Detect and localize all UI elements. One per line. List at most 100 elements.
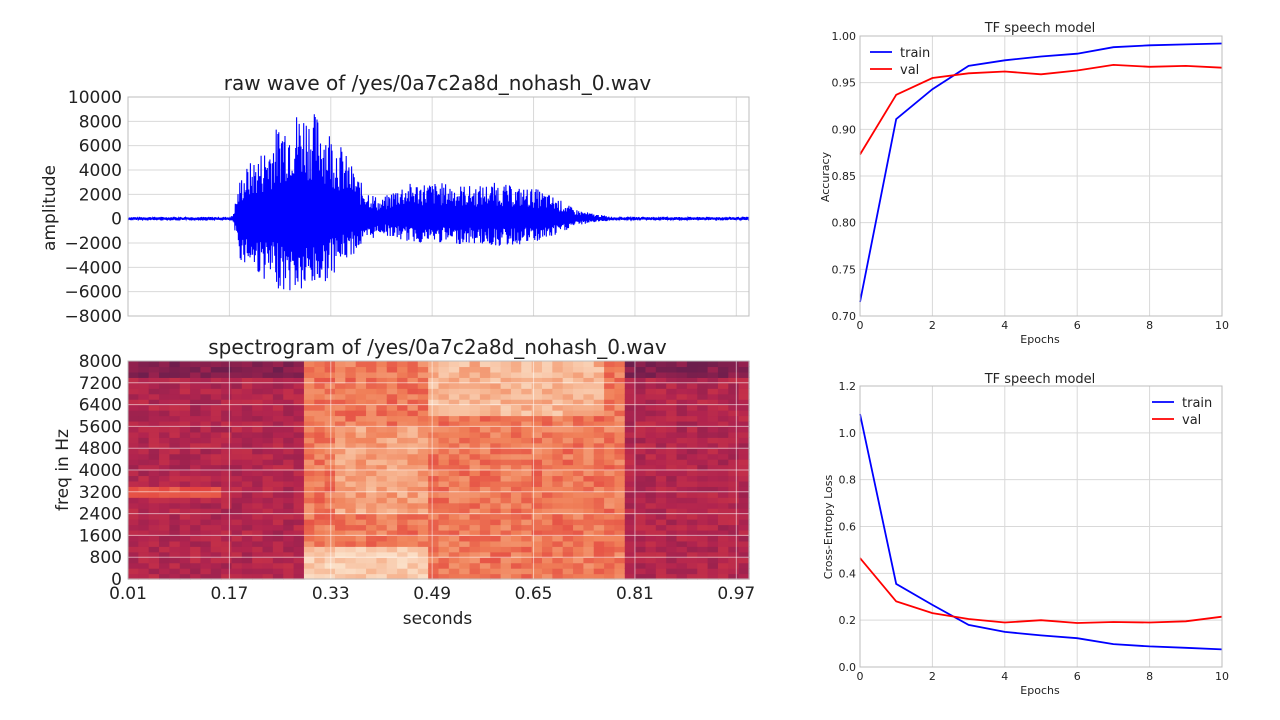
spectrogram-cell [138,519,150,526]
spectrogram-cell [241,371,253,378]
spectrogram-cell [728,388,740,395]
spectrogram-cell [262,453,274,460]
spectrogram-cell [221,382,233,389]
spectrogram-cell [138,448,150,455]
spectrogram-cell [386,377,398,384]
spectrogram-cell [262,393,274,400]
spectrogram-cell [531,382,543,389]
spectrogram-cell [676,415,688,422]
spectrogram-cell [707,529,719,536]
spectrogram-cell [169,464,181,471]
spectrogram-cell [604,535,616,542]
spectrogram-cell [676,480,688,487]
spectrogram-cell [583,562,595,569]
spectrogram-cell [459,442,471,449]
spectrogram-cell [490,388,502,395]
spectrogram-cell [190,551,202,558]
spectrogram-cell [397,453,409,460]
spectrogram-cell [386,519,398,526]
spectrogram-cell [521,524,533,531]
spectrogram-cell [397,464,409,471]
spectrogram-cell [479,377,491,384]
wave-ytick-label: −6000 [64,283,122,303]
spectrogram-cell [293,464,305,471]
spectrogram-cell [190,546,202,553]
spectrogram-cell [252,388,264,395]
spectrogram-cell [728,573,740,580]
spectrogram-cell [697,540,709,547]
spectrogram-cell [490,475,502,482]
spectrogram-cell [303,508,315,515]
spectrogram-axes-frame [127,360,750,580]
spectrogram-cell [593,415,605,422]
spectrogram-cell [552,431,564,438]
spectrogram-cell [479,502,491,509]
spectrogram-cell [397,497,409,504]
spectrogram-cell [728,557,740,564]
spectrogram-cell [459,377,471,384]
spectrogram-cell [573,371,584,378]
spectrogram-cell [210,437,222,444]
spectrogram-cell [593,371,605,378]
spectrogram-cell [614,529,626,536]
spectrogram-cell [428,393,440,400]
spectrogram-cell [707,486,719,493]
spectrogram-cell [283,568,295,575]
spectrogram-cell [252,568,264,575]
spectrogram-cell [386,426,398,433]
spectrogram-cell [459,366,471,373]
spectrogram-cell [138,453,150,460]
spectrogram-cell [697,568,709,575]
spectrogram-cell [686,502,698,509]
spectrogram-cell [366,486,377,493]
spectrogram-cell [210,513,222,520]
spectrogram-cell [376,393,388,400]
spectrogram-cell [655,491,667,498]
spectrogram-cell [252,475,264,482]
spectrogram-cell [345,508,357,515]
spectrogram-cell [614,371,626,378]
spectrogram-cell [366,540,377,547]
spectrogram-cell [293,426,305,433]
spectrogram-cell [728,464,740,471]
spectrogram-cell [542,480,553,487]
spectrogram-cell [324,497,336,504]
spectrogram-cell [624,410,636,417]
spectrogram-cell [210,540,222,547]
spectrogram-cell [262,420,274,427]
spectrogram-cell [190,426,202,433]
spectrogram-cell [573,399,584,406]
spectrogram-cell [573,502,584,509]
spectrogram-cell [459,508,471,515]
spectrogram-cell [386,524,398,531]
spectrogram-cell [417,475,429,482]
spectrogram-cell [635,568,647,575]
spectrogram-cell [179,529,191,536]
spectrogram-cell [521,377,533,384]
spectrogram-cell [686,568,698,575]
spectrogram-cell [645,442,657,449]
spectrogram-cell [138,502,150,509]
spectrogram-cell [614,420,626,427]
spectrogram-cell [407,491,419,498]
spectrogram-cell [635,388,647,395]
spectrogram-cell [148,557,160,564]
spectrogram-cell [335,464,346,471]
spectrogram-cell [417,453,429,460]
spectrogram-cell [283,388,295,395]
spectrogram-cell [138,508,150,515]
spectrogram-cell [510,475,522,482]
spectrogram-cell [562,410,574,417]
spectrogram-cell [479,431,491,438]
spectrogram-cell [148,448,160,455]
spectrogram-xtick-label: 0.17 [210,584,248,604]
spectrogram-cell [345,497,357,504]
spectrogram-cell [169,568,181,575]
spectrogram-cell [355,426,367,433]
spectrogram-cell [241,388,253,395]
spectrogram-cell [138,535,150,542]
spectrogram-cell [148,431,160,438]
spectrogram-cell [428,529,440,536]
spectrogram-cell [324,377,336,384]
spectrogram-cell [469,410,481,417]
